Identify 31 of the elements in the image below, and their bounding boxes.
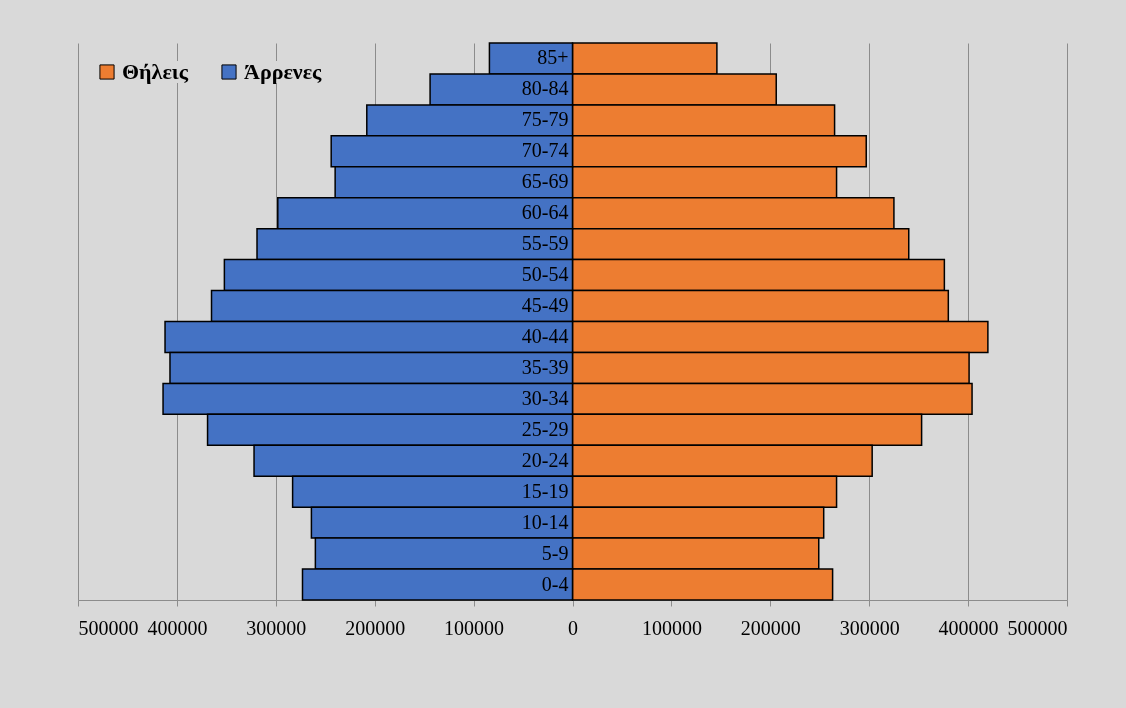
x-tick-label: 300000 [839,616,900,639]
y-tick-label: 45-49 [521,294,569,317]
x-tick-label: 400000 [938,616,999,639]
y-tick-label: 35-39 [521,355,569,378]
y-tick-label: 10-14 [521,510,569,533]
legend-label: Άρρενες [244,59,323,84]
y-tick-label: 55-59 [521,232,569,255]
x-tick-label: 200000 [740,616,801,639]
x-tick-label: 0 [568,616,578,639]
y-tick-label: 75-79 [521,108,569,131]
y-tick-label: 65-69 [521,170,569,193]
x-tick-label: 500000 [78,616,139,639]
y-tick-label: 60-64 [521,201,569,224]
y-tick-label: 5-9 [541,541,569,564]
x-tick-label: 100000 [444,616,505,639]
y-tick-label: 40-44 [521,324,569,347]
legend-label: Θήλεις [122,59,189,84]
x-tick-label: 400000 [147,616,208,639]
x-tick-label: 500000 [1007,616,1068,639]
y-tick-label: 30-34 [521,386,569,409]
x-tick-label: 300000 [246,616,307,639]
x-tick-label: 100000 [641,616,702,639]
y-tick-label: 20-24 [521,448,569,471]
x-tick-label: 200000 [345,616,406,639]
y-tick-label: 70-74 [521,139,569,162]
y-tick-label: 15-19 [521,479,569,502]
y-tick-label: 25-29 [521,417,569,440]
y-tick-label: 85+ [537,46,569,69]
y-tick-label: 50-54 [521,263,569,286]
y-tick-label: 80-84 [521,77,569,100]
y-tick-label: 0-4 [541,572,569,595]
